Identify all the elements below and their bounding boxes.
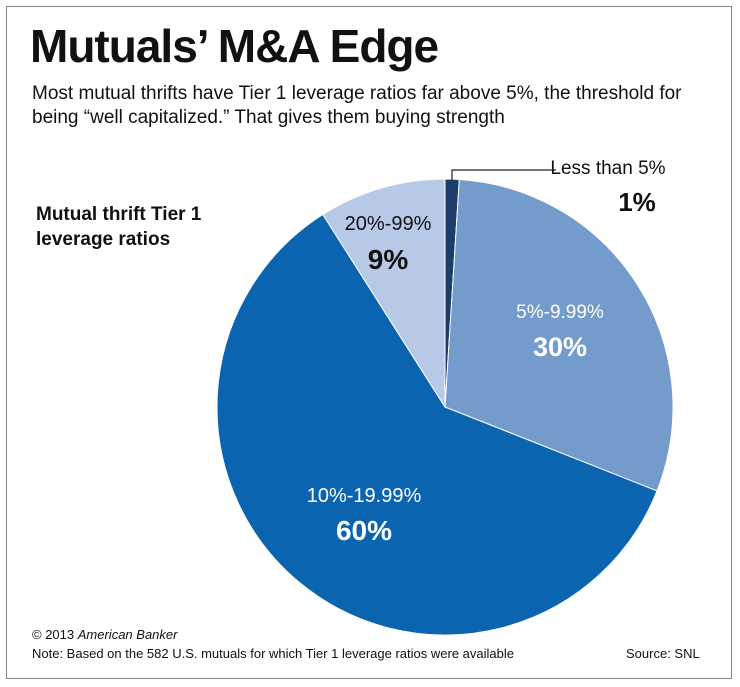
publisher-name: American Banker [77, 627, 178, 642]
copyright: © 2013 American Banker [32, 627, 177, 642]
source-credit: Source: SNL [626, 646, 700, 661]
slice-value-label: 1% [618, 187, 656, 217]
leader-line [451, 169, 556, 180]
slice-value-label: 60% [336, 515, 392, 546]
footnote: Note: Based on the 582 U.S. mutuals for … [32, 646, 514, 661]
chart-title: Mutuals’ M&A Edge [30, 20, 439, 72]
chart-subtitle: Most mutual thrifts have Tier 1 leverage… [32, 83, 682, 128]
slice-category-label: 20%-99% [345, 213, 432, 235]
slice-category-label: 5%-9.99% [516, 302, 604, 323]
copyright-year: © 2013 [32, 627, 75, 642]
slice-category-label: 10%-19.99% [307, 485, 422, 507]
slice-value-label: 9% [368, 244, 409, 275]
pie-slice-10-19-99- [216, 213, 658, 636]
slice-value-label: 30% [533, 332, 587, 362]
slice-category-label: Less than 5% [550, 158, 665, 179]
pie-caption-text: Mutual thrift Tier 1 leverage ratios [36, 204, 202, 250]
pie-slice-20-99- [322, 178, 446, 409]
pie-slice-5-9-99- [444, 178, 674, 492]
pie-caption: Mutual thrift Tier 1 leverage ratios [36, 202, 246, 252]
graphic-frame [6, 6, 732, 679]
